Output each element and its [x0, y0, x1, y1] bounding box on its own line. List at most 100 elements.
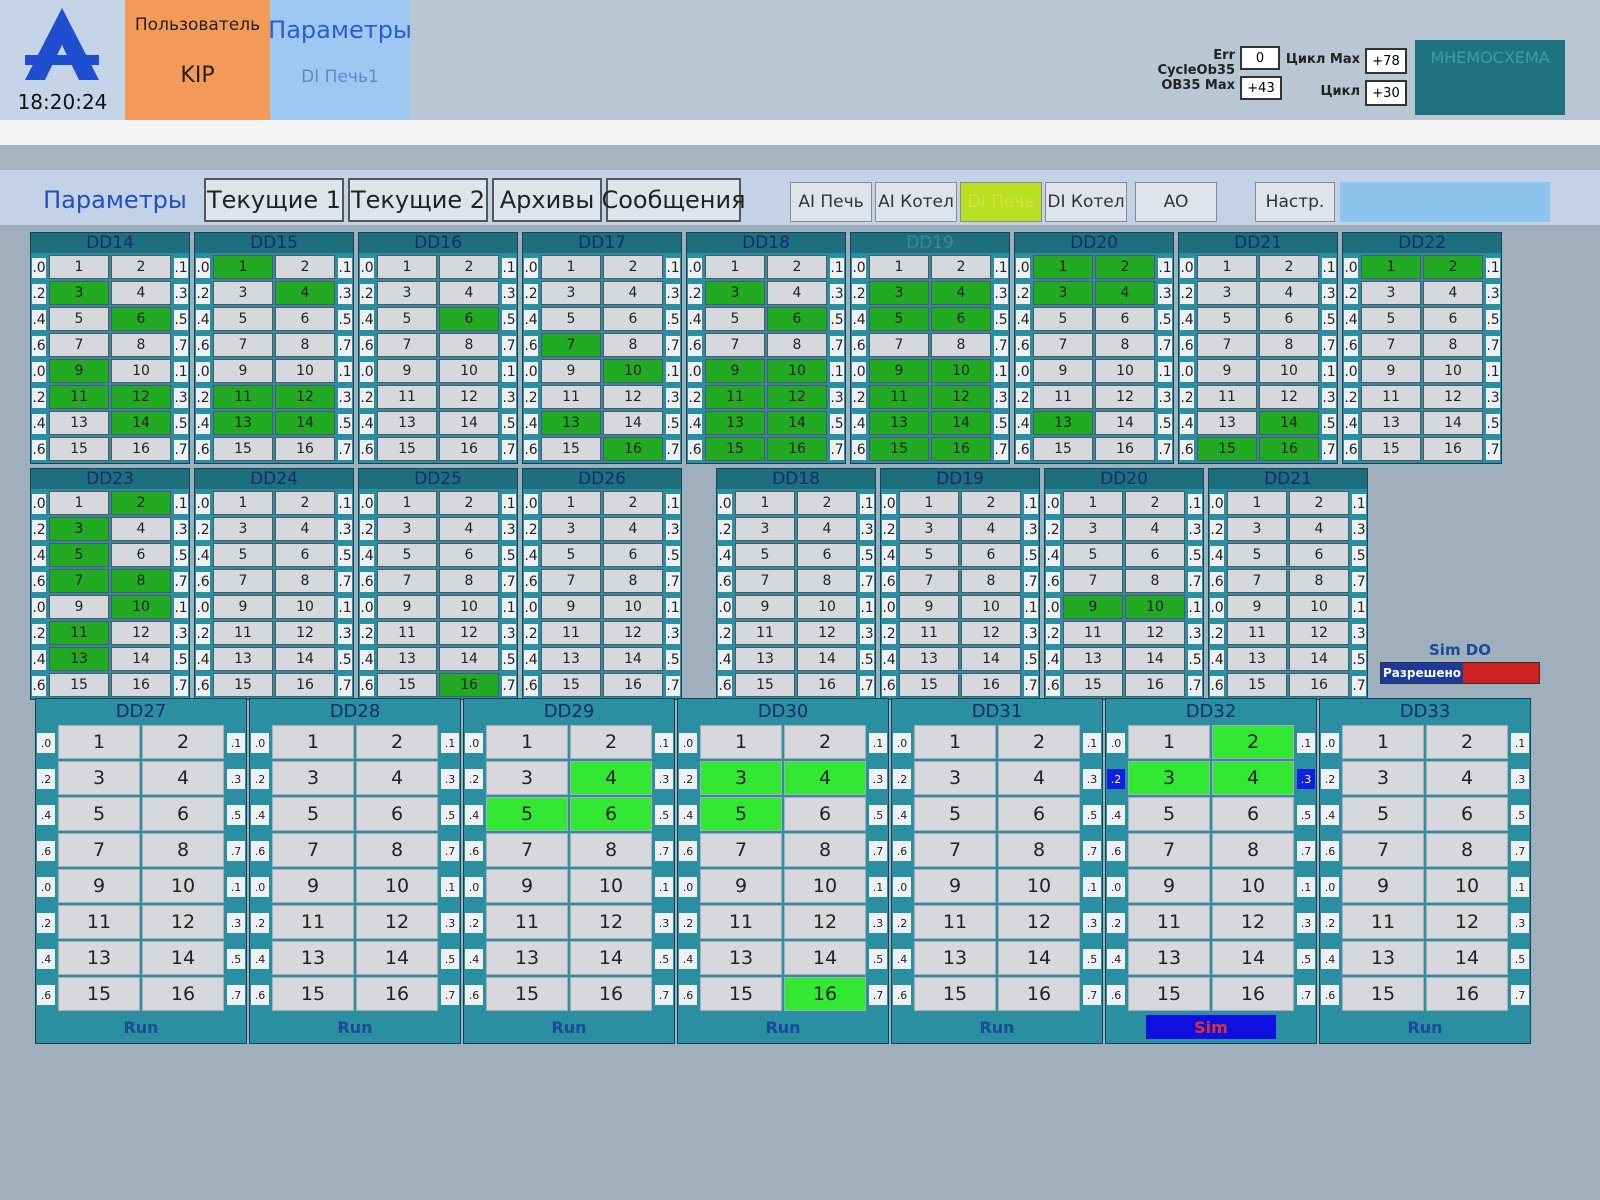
- bit-label: .4: [1210, 546, 1224, 566]
- tab[interactable]: Сообщения: [601, 178, 746, 222]
- bit-label: .4: [360, 310, 374, 330]
- signal-cell: 1: [1227, 491, 1287, 515]
- bit-label: .2: [852, 388, 866, 408]
- bit-label: .4: [1180, 310, 1194, 330]
- signal-cell: 2: [797, 491, 857, 515]
- bit-label: .2: [360, 624, 374, 644]
- signal-cell: 9: [486, 869, 568, 903]
- signal-cell: 8: [1289, 569, 1349, 593]
- signal-cell: 10: [1125, 595, 1185, 619]
- signal-cell: 10: [797, 595, 857, 619]
- signal-cell: 3: [213, 517, 273, 541]
- signal-cell: 7: [541, 333, 601, 357]
- subtab[interactable]: AI Котел: [875, 182, 957, 222]
- signal-cell: 14: [1125, 647, 1185, 671]
- signal-cell: 11: [377, 621, 437, 645]
- subtab[interactable]: AO: [1135, 182, 1217, 222]
- screen-name: Параметры: [268, 16, 412, 44]
- bit-label: .3: [1158, 388, 1172, 408]
- signal-cell: 16: [275, 673, 335, 697]
- signal-cell: 5: [735, 543, 795, 567]
- bit-label: .7: [338, 440, 352, 460]
- signal-cell: 4: [275, 281, 335, 305]
- tab[interactable]: Текущие 2: [348, 178, 488, 222]
- signal-cell: 2: [784, 725, 866, 759]
- signal-cell: 14: [1426, 941, 1508, 975]
- bit-label: .2: [1344, 388, 1358, 408]
- signal-cell: 12: [111, 385, 171, 409]
- sim-do-box[interactable]: Разрешено: [1380, 662, 1540, 684]
- subtab[interactable]: AI Печь: [790, 182, 872, 222]
- bit-label: .4: [882, 650, 896, 670]
- signal-cell: 10: [603, 359, 663, 383]
- subtab[interactable]: DI Печь: [960, 182, 1042, 222]
- user-box[interactable]: Пользователь KIP: [125, 0, 270, 120]
- subscreen-name: DI Печь1: [301, 67, 379, 87]
- bit-label: .7: [174, 676, 188, 696]
- signal-cell: 3: [1033, 281, 1093, 305]
- bit-label: .3: [1297, 769, 1315, 789]
- signal-cell: 7: [705, 333, 765, 357]
- tab[interactable]: Параметры: [30, 178, 200, 222]
- module-title: DD20: [1045, 469, 1203, 489]
- bit-label: .1: [1188, 598, 1202, 618]
- bit-label: .3: [1083, 769, 1101, 789]
- bit-label: .0: [360, 258, 374, 278]
- ob35-max-label: OB35 Max: [1161, 78, 1235, 93]
- signal-cell: 12: [797, 621, 857, 645]
- io-module: DD22.0.1 1 2.2.3 3 4.4.5 5 6.6.7 7 8.0.1 9 10.2.3 1…: [1342, 232, 1502, 464]
- bit-label: .6: [524, 676, 538, 696]
- bit-label: .0: [1344, 362, 1358, 382]
- bit-label: .2: [196, 388, 210, 408]
- io-module: DD21.0.1 1 2.2.3 3 4.4.5 5 6.6.7 7 8.0.1 9 10.2.3 1…: [1208, 468, 1368, 700]
- signal-cell: 7: [1128, 833, 1210, 867]
- signal-cell: 5: [914, 797, 996, 831]
- signal-cell: 7: [869, 333, 929, 357]
- signal-cell: 9: [899, 595, 959, 619]
- signal-cell: 15: [213, 673, 273, 697]
- signal-cell: 5: [213, 307, 273, 331]
- signal-cell: 16: [570, 977, 652, 1011]
- bit-label: .3: [502, 624, 516, 644]
- tab[interactable]: Архивы: [492, 178, 602, 222]
- module-title: DD24: [195, 469, 353, 489]
- signal-cell: 14: [998, 941, 1080, 975]
- signal-cell: 14: [111, 647, 171, 671]
- signal-cell: 15: [1033, 437, 1093, 461]
- signal-cell: 9: [1361, 359, 1421, 383]
- tab[interactable]: Текущие 1: [204, 178, 344, 222]
- signal-cell: 4: [275, 517, 335, 541]
- cycle-value: +30: [1365, 80, 1407, 106]
- mnemo-button[interactable]: МНЕМОСХЕМА: [1415, 40, 1565, 115]
- signal-cell: 2: [570, 725, 652, 759]
- signal-cell: 3: [735, 517, 795, 541]
- bit-label: .3: [1188, 624, 1202, 644]
- signal-cell: 8: [275, 333, 335, 357]
- signal-cell: 9: [541, 595, 601, 619]
- bit-label: .0: [251, 877, 269, 897]
- bit-label: .1: [502, 258, 516, 278]
- bit-label: .7: [1188, 572, 1202, 592]
- module-status: Run: [1407, 1017, 1443, 1037]
- bit-label: .5: [502, 414, 516, 434]
- subtab[interactable]: Настр.: [1255, 182, 1335, 222]
- bit-label: .0: [32, 362, 46, 382]
- signal-cell: 6: [570, 797, 652, 831]
- signal-cell: 14: [603, 411, 663, 435]
- signal-cell: 4: [1212, 761, 1294, 795]
- signal-cell: 3: [213, 281, 273, 305]
- signal-cell: 1: [377, 255, 437, 279]
- module-title: DD15: [195, 233, 353, 253]
- signal-cell: 11: [272, 905, 354, 939]
- bit-label: .2: [360, 284, 374, 304]
- bit-label: .7: [174, 572, 188, 592]
- signal-cell: 7: [49, 569, 109, 593]
- signal-cell: 15: [1342, 977, 1424, 1011]
- io-module: DD26.0.1 1 2.2.3 3 4.4.5 5 6.6.7 7 8.0.1 9 10.2.3 1…: [522, 468, 682, 700]
- signal-cell: 15: [486, 977, 568, 1011]
- subtab[interactable]: DI Котел: [1045, 182, 1127, 222]
- signal-cell: 5: [700, 797, 782, 831]
- signal-cell: 16: [111, 437, 171, 461]
- signal-cell: 14: [1259, 411, 1319, 435]
